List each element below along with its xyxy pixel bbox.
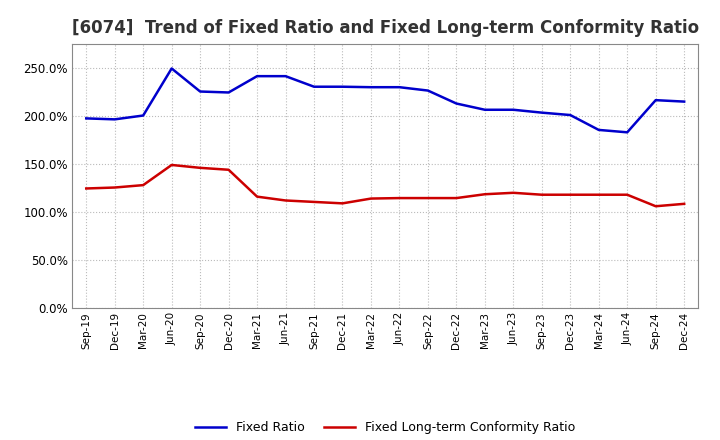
Fixed Ratio [680,99,688,104]
Fixed Ratio [452,101,461,106]
Fixed Long-term Conformity Ratio [282,198,290,203]
Fixed Ratio [139,113,148,118]
Fixed Ratio [196,89,204,94]
Line: Fixed Long-term Conformity Ratio: Fixed Long-term Conformity Ratio [86,165,684,206]
Fixed Long-term Conformity Ratio [452,195,461,201]
Fixed Long-term Conformity Ratio [623,192,631,198]
Fixed Ratio [253,73,261,79]
Fixed Long-term Conformity Ratio [652,204,660,209]
Fixed Ratio [509,107,518,112]
Fixed Long-term Conformity Ratio [423,195,432,201]
Fixed Ratio [310,84,318,89]
Fixed Ratio [225,90,233,95]
Line: Fixed Ratio: Fixed Ratio [86,69,684,132]
Fixed Ratio [338,84,347,89]
Fixed Ratio [110,117,119,122]
Fixed Long-term Conformity Ratio [509,190,518,195]
Fixed Long-term Conformity Ratio [167,162,176,168]
Fixed Ratio [395,84,404,90]
Title: [6074]  Trend of Fixed Ratio and Fixed Long-term Conformity Ratio: [6074] Trend of Fixed Ratio and Fixed Lo… [71,19,699,37]
Fixed Ratio [366,84,375,90]
Fixed Ratio [623,130,631,135]
Fixed Long-term Conformity Ratio [480,191,489,197]
Fixed Long-term Conformity Ratio [110,185,119,190]
Fixed Ratio [282,73,290,79]
Fixed Long-term Conformity Ratio [395,195,404,201]
Fixed Ratio [423,88,432,93]
Fixed Ratio [82,116,91,121]
Fixed Ratio [652,98,660,103]
Fixed Long-term Conformity Ratio [680,201,688,206]
Fixed Long-term Conformity Ratio [82,186,91,191]
Fixed Long-term Conformity Ratio [566,192,575,198]
Fixed Ratio [566,112,575,117]
Fixed Long-term Conformity Ratio [310,199,318,205]
Fixed Ratio [480,107,489,112]
Legend: Fixed Ratio, Fixed Long-term Conformity Ratio: Fixed Ratio, Fixed Long-term Conformity … [190,416,580,439]
Fixed Long-term Conformity Ratio [139,183,148,188]
Fixed Long-term Conformity Ratio [366,196,375,201]
Fixed Long-term Conformity Ratio [338,201,347,206]
Fixed Long-term Conformity Ratio [196,165,204,170]
Fixed Ratio [167,66,176,71]
Fixed Ratio [595,127,603,132]
Fixed Long-term Conformity Ratio [225,167,233,172]
Fixed Long-term Conformity Ratio [537,192,546,198]
Fixed Ratio [537,110,546,115]
Fixed Long-term Conformity Ratio [253,194,261,199]
Fixed Long-term Conformity Ratio [595,192,603,198]
